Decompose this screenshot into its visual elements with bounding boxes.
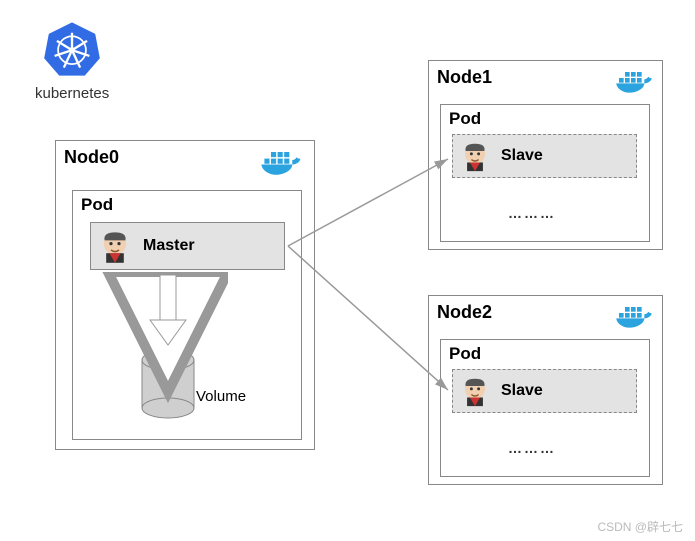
docker-icon-node1 bbox=[615, 68, 655, 101]
jenkins-slave2-box: Slave bbox=[452, 369, 637, 413]
node2-dots: ……… bbox=[508, 440, 556, 456]
k8s-icon bbox=[43, 20, 101, 78]
node2-title: Node2 bbox=[437, 302, 492, 323]
docker-icon-node2 bbox=[615, 303, 655, 336]
node0-pod-title: Pod bbox=[81, 195, 113, 215]
kubernetes-label: kubernetes bbox=[35, 85, 109, 102]
watermark: CSDN @辟七七 bbox=[597, 518, 683, 535]
node2-pod-title: Pod bbox=[449, 344, 481, 364]
jenkins-slave1-label: Slave bbox=[501, 147, 543, 165]
docker-icon-node0 bbox=[260, 148, 304, 183]
jenkins-master-box: Master bbox=[90, 222, 285, 270]
node1-dots: ……… bbox=[508, 205, 556, 221]
volume-label: Volume bbox=[196, 388, 246, 405]
kubernetes-logo: kubernetes bbox=[35, 20, 109, 102]
volume-cylinder bbox=[140, 350, 196, 422]
jenkins-icon bbox=[457, 373, 493, 409]
jenkins-slave1-box: Slave bbox=[452, 134, 637, 178]
node1-title: Node1 bbox=[437, 67, 492, 88]
jenkins-icon bbox=[457, 138, 493, 174]
node0-title: Node0 bbox=[64, 147, 119, 168]
node1-pod-title: Pod bbox=[449, 109, 481, 129]
jenkins-master-label: Master bbox=[143, 237, 195, 255]
jenkins-slave2-label: Slave bbox=[501, 382, 543, 400]
jenkins-icon bbox=[95, 226, 135, 266]
